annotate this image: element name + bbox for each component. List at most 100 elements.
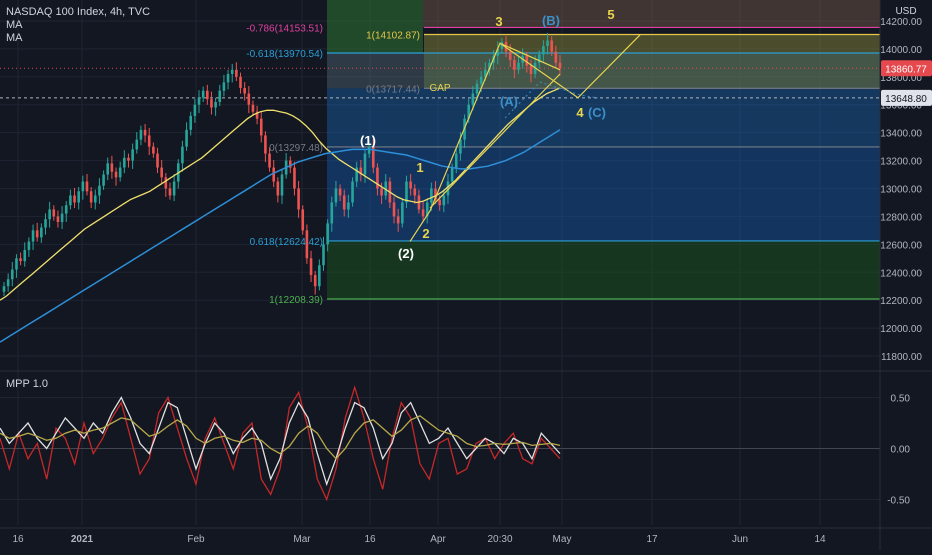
candle-body [60,213,64,222]
candle [35,222,39,242]
candle-body [189,115,193,130]
ma-slow-line [0,129,561,343]
x-tick-label: 17 [646,534,658,545]
candle-body [19,258,22,262]
x-tick-label: 16 [12,534,24,545]
candle-body [247,93,251,105]
candle-body [197,97,201,105]
y-tick-label: 11800.00 [881,352,922,363]
candle [81,175,85,200]
fib-level-label: -0.786(14153.51) [246,23,323,34]
candle-body [529,65,533,74]
x-tick-label: 20:30 [487,534,512,545]
candle [421,201,425,222]
x-tick-label: Mar [293,534,311,545]
candle [396,208,400,232]
fib-zone-top-green [327,0,423,53]
candle-body [264,135,267,154]
candle [264,131,267,162]
fib-zone-top-brown [423,0,880,28]
candle [44,213,47,235]
candle [156,147,159,174]
candle-body [318,265,321,287]
symbol-title[interactable]: NASDAQ 100 Index, 4h, TVC [6,6,151,18]
candle-body [230,69,234,74]
candle [123,150,126,174]
chart-legend: NASDAQ 100 Index, 4h, TVC MA MA [6,6,150,45]
candle-body [550,40,554,52]
candle [276,177,280,203]
candle-body [64,205,68,214]
candle [326,219,329,252]
ma1-legend[interactable]: MA [6,19,23,31]
x-tick-label: 14 [814,534,826,545]
candle-body [235,69,238,77]
candle-body [334,188,338,203]
candle [355,161,358,188]
candle-body [326,223,329,245]
candle-body [127,157,130,161]
candle-body [243,87,246,94]
candle-body [73,195,76,203]
candle-body [181,146,184,164]
y-tick-label: 14200.00 [880,17,922,28]
candle-body [484,69,487,77]
candle [255,105,259,125]
ma2-legend[interactable]: MA [6,32,23,44]
candle [19,252,22,266]
wave-label: GAP [429,83,450,94]
candle [268,147,271,172]
candle-body [164,177,168,189]
candle [297,180,300,218]
candle-body [313,275,317,287]
candle [185,122,188,151]
indicator-label[interactable]: MPP 1.0 [6,378,48,390]
candle-body [446,181,450,196]
candle-body [6,279,10,287]
fib-zone-green [327,240,880,300]
candle [347,194,350,218]
candle [513,55,516,79]
candle [313,270,317,295]
candle [206,84,209,105]
candle-body [15,258,18,270]
candle [363,149,367,183]
candle-body [392,202,396,217]
candle-body [69,195,72,206]
candle-body [77,191,80,203]
candle-body [301,209,305,231]
wave-label: (1) [360,133,376,148]
candle-body [421,209,425,217]
candle-body [554,51,558,63]
candle-body [488,62,491,70]
candle [73,187,76,209]
candle-body [537,54,541,63]
candle [143,123,147,143]
candle-body [139,129,143,140]
candle-body [479,76,483,84]
sub-y-tick-label: -0.50 [887,496,910,507]
candle-body [496,48,500,56]
y-tick-label: 13400.00 [880,129,922,140]
candle-body [371,146,375,168]
candle-body [251,104,255,112]
candle [471,86,475,111]
price-tag-label: 13860.77 [885,64,927,75]
candle [554,45,558,69]
candle-body [351,181,354,203]
candle-body [31,230,35,242]
y-tick-label: 12000.00 [880,324,922,335]
y-tick-label: 12200.00 [880,296,922,307]
candle-body [384,181,388,196]
wave-label: 1 [416,160,423,175]
candle [342,189,346,217]
candle-body [467,104,471,119]
candle-body [342,195,346,210]
candle-body [160,167,163,178]
candle [542,40,545,62]
y-tick-label: 13800.00 [880,73,922,84]
candle-body [156,153,159,168]
candle [118,161,122,182]
candle [164,173,168,197]
